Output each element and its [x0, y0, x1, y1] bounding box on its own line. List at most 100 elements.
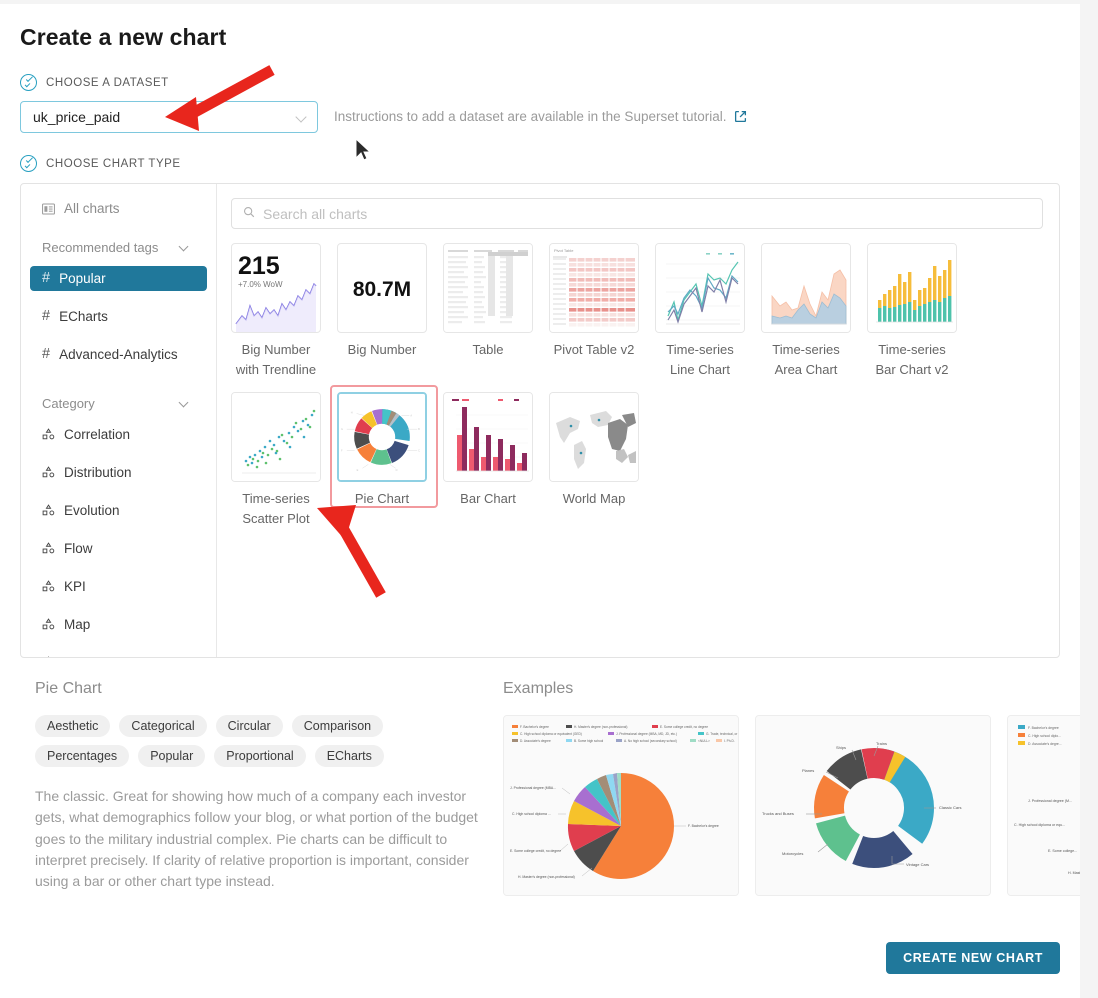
- chart-type-pie-chart[interactable]: A B C D E F G H Pie Chart: [330, 385, 438, 529]
- chart-thumbnail: [655, 243, 745, 333]
- chart-type-label: Pivot Table v2: [553, 342, 635, 357]
- sidebar-item-distribution[interactable]: Distribution: [30, 460, 207, 485]
- step-choose-dataset: CHOOSE A DATASET: [20, 74, 169, 91]
- sidebar-item-popular[interactable]: # Popular: [30, 266, 207, 291]
- dataset-select[interactable]: uk_price_paid: [20, 101, 318, 133]
- svg-text:Planes: Planes: [802, 768, 814, 773]
- chevron-down-icon[interactable]: [180, 243, 189, 252]
- sidebar-item-label: Correlation: [64, 427, 131, 442]
- chart-type-grid: 215 +7.0% WoW Big Number with Trendline …: [231, 243, 1043, 542]
- sidebar-group-category[interactable]: Category: [30, 393, 207, 413]
- svg-text:F. Bachelor's degree: F. Bachelor's degree: [688, 824, 719, 828]
- sidebar-spacer: [21, 380, 216, 393]
- svg-text:F. Bachelor's degree: F. Bachelor's degree: [1028, 726, 1059, 730]
- chart-thumbnail: [231, 392, 321, 483]
- chart-type-label: Time-series Scatter Plot: [242, 491, 310, 527]
- svg-text:Trains: Trains: [876, 741, 887, 746]
- chart-details-panel: Pie Chart Aesthetic Categorical Circular…: [20, 662, 1080, 920]
- chart-type-time-series-bar-chart-v2[interactable]: Time-series Bar Chart v2: [867, 243, 957, 380]
- sidebar-item-part-of-a-whole[interactable]: Part of a Whole: [30, 650, 207, 657]
- chart-type-bar-chart[interactable]: Bar Chart: [443, 392, 533, 529]
- chart-type-table[interactable]: Table: [443, 243, 533, 380]
- svg-text:I. Ph.D.: I. Ph.D.: [724, 739, 735, 743]
- tag-popular[interactable]: Popular: [138, 745, 206, 767]
- external-link-icon[interactable]: [734, 110, 747, 123]
- chart-type-time-series-scatter-plot[interactable]: Time-series Scatter Plot: [231, 392, 321, 529]
- tag-circular[interactable]: Circular: [215, 715, 283, 737]
- category-icon: [42, 466, 55, 479]
- svg-text:C: C: [418, 450, 420, 453]
- sidebar-item-correlation[interactable]: Correlation: [30, 422, 207, 447]
- example-card-education-pie-2[interactable]: F. Bachelor's degree C. High school dipl…: [1007, 715, 1080, 896]
- chevron-down-icon[interactable]: [297, 112, 307, 122]
- page-title: Create a new chart: [20, 24, 227, 50]
- chart-category-sidebar: All charts Recommended tags # Popular # …: [21, 184, 217, 657]
- svg-text:F. Bachelor's degree: F. Bachelor's degree: [520, 725, 549, 729]
- sidebar-group-label: Category: [42, 395, 95, 411]
- step-choose-chart-type: CHOOSE CHART TYPE: [20, 155, 181, 172]
- example-card-vehicles-donut[interactable]: Classic Cars Vintage Cars Motorcycles Tr…: [755, 715, 991, 896]
- chart-type-pivot-table-v2[interactable]: Pivot Table: [549, 243, 639, 380]
- svg-text:C. High school diploma or equ.: C. High school diploma or equ...: [1014, 823, 1065, 827]
- sidebar-item-label: Advanced-Analytics: [59, 347, 178, 362]
- search-placeholder: Search all charts: [263, 205, 368, 222]
- chart-thumbnail: [443, 243, 533, 333]
- svg-text:D. Associate's degre...: D. Associate's degre...: [1028, 742, 1062, 746]
- svg-text:B: B: [418, 428, 420, 431]
- chart-thumbnail: 80.7M: [337, 243, 427, 333]
- svg-text:Classic Cars: Classic Cars: [939, 805, 961, 810]
- chart-type-label: World Map: [562, 491, 626, 507]
- details-title: Pie Chart: [35, 680, 102, 697]
- hash-icon: #: [42, 270, 51, 287]
- chart-type-label: Time-series Bar Chart v2: [875, 342, 949, 378]
- svg-text:E. Some college credit, no deg: E. Some college credit, no degree: [510, 849, 561, 853]
- svg-text:H: H: [351, 412, 353, 415]
- sidebar-group-label: Recommended tags: [42, 239, 159, 255]
- tag-percentages[interactable]: Percentages: [35, 745, 130, 767]
- search-icon: [243, 205, 255, 223]
- sidebar-item-advanced-analytics[interactable]: # Advanced-Analytics: [30, 342, 207, 367]
- sidebar-item-map[interactable]: Map: [30, 612, 207, 637]
- svg-text:Pivot Table: Pivot Table: [554, 248, 574, 253]
- chart-details-left: Pie Chart Aesthetic Categorical Circular…: [20, 680, 490, 920]
- mouse-cursor: [355, 137, 372, 161]
- sidebar-item-kpi[interactable]: KPI: [30, 574, 207, 599]
- chart-type-time-series-area-chart[interactable]: Time-series Area Chart: [761, 243, 851, 380]
- category-icon: [42, 656, 55, 657]
- tag-echarts[interactable]: ECharts: [314, 745, 384, 767]
- tag-proportional[interactable]: Proportional: [214, 745, 306, 767]
- chart-thumbnail: [761, 243, 851, 333]
- chart-type-time-series-line-chart[interactable]: Time-series Line Chart: [655, 243, 745, 380]
- sidebar-item-flow[interactable]: Flow: [30, 536, 207, 561]
- chart-type-label: Table: [472, 342, 504, 357]
- chevron-down-icon[interactable]: [180, 399, 189, 408]
- sidebar-group-recommended-tags[interactable]: Recommended tags: [30, 237, 207, 257]
- sidebar-item-label: Distribution: [64, 465, 132, 480]
- create-new-chart-button[interactable]: CREATE NEW CHART: [886, 942, 1060, 974]
- chart-thumbnail: 215 +7.0% WoW: [231, 243, 321, 333]
- hash-icon: #: [42, 308, 51, 325]
- example-card-education-pie[interactable]: F. Bachelor's degree H. Master's degree …: [503, 715, 739, 896]
- tutorial-hint-text: Instructions to add a dataset are availa…: [334, 109, 727, 124]
- sidebar-item-label: Popular: [59, 271, 106, 286]
- sidebar-item-evolution[interactable]: Evolution: [30, 498, 207, 523]
- chart-type-big-number-with-trendline[interactable]: 215 +7.0% WoW Big Number with Trendline: [231, 243, 321, 380]
- sidebar-item-all-charts[interactable]: All charts: [30, 196, 207, 221]
- tag-categorical[interactable]: Categorical: [119, 715, 207, 737]
- tag-comparison[interactable]: Comparison: [291, 715, 384, 737]
- svg-text:D. Associate's degree: D. Associate's degree: [520, 739, 551, 743]
- step-dataset-label: CHOOSE A DATASET: [46, 76, 169, 89]
- chart-type-big-number[interactable]: 80.7M Big Number: [337, 243, 427, 380]
- svg-text:C. High school diploma or equi: C. High school diploma or equivalent (GE…: [520, 732, 582, 736]
- dataset-select-value: uk_price_paid: [33, 109, 121, 125]
- chart-thumbnail: [443, 392, 533, 483]
- category-icon: [42, 428, 55, 441]
- examples-title: Examples: [503, 680, 574, 697]
- search-input[interactable]: Search all charts: [231, 198, 1043, 229]
- sidebar-item-echarts[interactable]: # ECharts: [30, 304, 207, 329]
- svg-text:A. No high school (secondary s: A. No high school (secondary school): [624, 739, 677, 743]
- chart-type-world-map[interactable]: World Map: [549, 392, 639, 529]
- tag-aesthetic[interactable]: Aesthetic: [35, 715, 111, 737]
- svg-text:C. High school diploma ...: C. High school diploma ...: [512, 812, 551, 816]
- chart-type-label: Time-series Line Chart: [666, 342, 734, 378]
